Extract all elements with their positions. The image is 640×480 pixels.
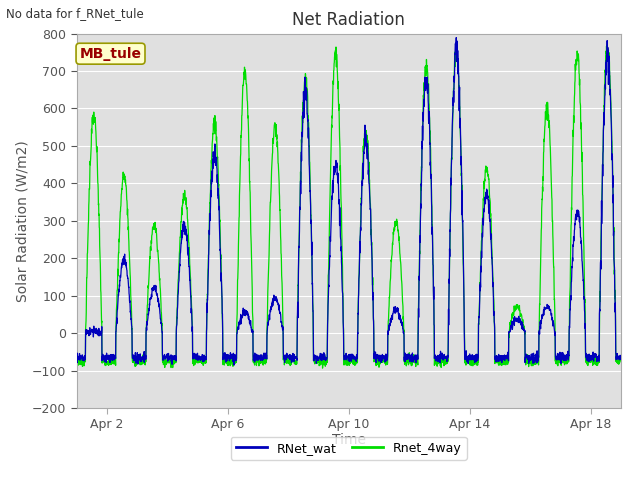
- X-axis label: Time: Time: [332, 433, 366, 447]
- Legend: RNet_wat, Rnet_4way: RNet_wat, Rnet_4way: [231, 437, 467, 460]
- Title: Net Radiation: Net Radiation: [292, 11, 405, 29]
- Text: MB_tule: MB_tule: [79, 47, 141, 60]
- Y-axis label: Solar Radiation (W/m2): Solar Radiation (W/m2): [15, 140, 29, 301]
- Text: No data for f_RNet_tule: No data for f_RNet_tule: [6, 7, 144, 20]
